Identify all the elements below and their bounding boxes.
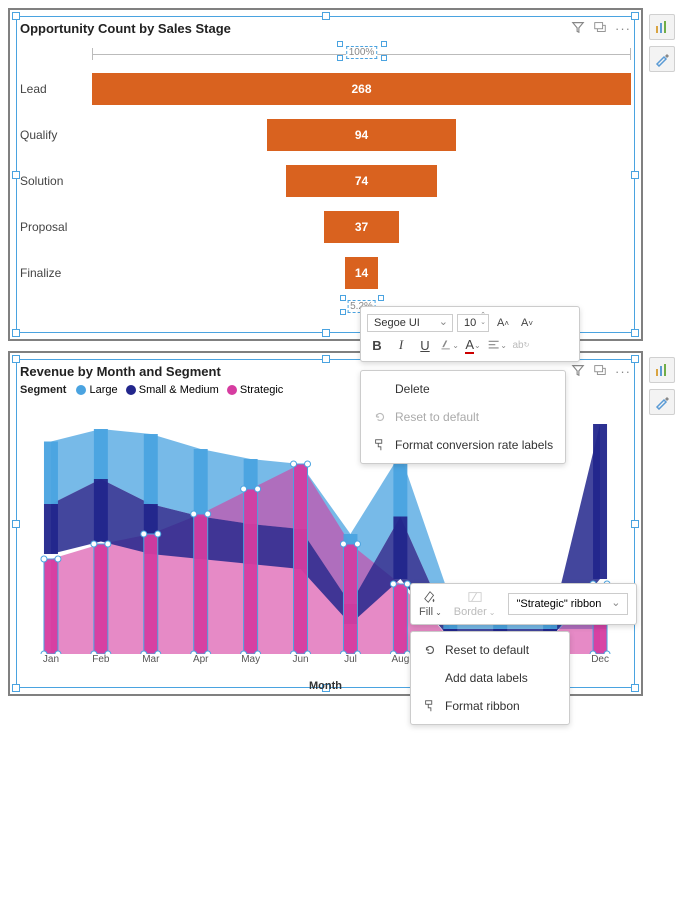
funnel-category: Finalize bbox=[20, 266, 92, 280]
increase-font-button[interactable]: A˄ bbox=[493, 313, 513, 333]
legend-label: Large bbox=[90, 384, 118, 396]
funnel-row[interactable]: Solution 74 bbox=[20, 161, 631, 201]
funnel-chart-area[interactable]: 100% Lead268 Qualify 94 Solution 74 Proposal 3… bbox=[20, 41, 631, 329]
fill-label: Fill bbox=[419, 606, 433, 618]
ctx-format-ribbon[interactable]: Format ribbon bbox=[411, 692, 569, 720]
series-select[interactable]: "Strategic" ribbon bbox=[508, 593, 628, 615]
italic-button[interactable]: I bbox=[391, 335, 411, 355]
more-options-icon[interactable]: ··· bbox=[615, 364, 631, 379]
ctx-reset-ribbon[interactable]: Reset to default bbox=[411, 636, 569, 664]
clear-format-button[interactable]: ab↻ bbox=[511, 335, 531, 355]
filter-icon[interactable] bbox=[571, 20, 585, 37]
funnel-row[interactable]: Qualify 94 bbox=[20, 115, 631, 155]
text-format-toolbar: Segoe UI 10 A˄ A˅ B I U ⌄ A ⌄ ⌄ ab↻ bbox=[360, 306, 580, 362]
filter-icon[interactable] bbox=[571, 363, 585, 380]
highlight-color-button[interactable]: ⌄ bbox=[439, 335, 459, 355]
funnel-context-menu: Delete Reset to default Format conversio… bbox=[360, 370, 566, 464]
funnel-category: Solution bbox=[20, 174, 92, 188]
ribbon-context-menu: Reset to default Add data labels Format … bbox=[410, 631, 570, 725]
align-button[interactable]: ⌄ bbox=[487, 335, 507, 355]
font-family-select[interactable]: Segoe UI bbox=[367, 314, 453, 332]
funnel-category: Qualify bbox=[20, 128, 92, 142]
funnel-bar[interactable]: 74 bbox=[286, 165, 437, 197]
chart-style-button[interactable] bbox=[649, 14, 675, 40]
funnel-category: Proposal bbox=[20, 220, 92, 234]
funnel-title: Opportunity Count by Sales Stage bbox=[20, 21, 231, 36]
focus-mode-icon[interactable] bbox=[593, 363, 607, 380]
legend-item[interactable]: Strategic bbox=[227, 384, 283, 396]
decrease-font-button[interactable]: A˅ bbox=[517, 313, 537, 333]
funnel-row[interactable]: Finalize 14 bbox=[20, 253, 631, 293]
ribbon-format-toolbar: Fill⌄ Border⌄ "Strategic" ribbon bbox=[410, 583, 637, 625]
funnel-row[interactable]: Lead268 bbox=[20, 69, 631, 109]
ctx-format[interactable]: Format conversion rate labels bbox=[361, 431, 565, 459]
legend-item[interactable]: Large bbox=[76, 384, 117, 396]
fill-tool[interactable]: Fill⌄ bbox=[419, 590, 442, 618]
ctx-reset-label: Reset to default bbox=[395, 410, 479, 424]
funnel-bar[interactable]: 94 bbox=[267, 119, 456, 151]
ctx-delete[interactable]: Delete bbox=[361, 375, 565, 403]
funnel-category: Lead bbox=[20, 82, 92, 96]
ctx-add-labels-label: Add data labels bbox=[445, 671, 528, 685]
underline-button[interactable]: U bbox=[415, 335, 435, 355]
bold-button[interactable]: B bbox=[367, 335, 387, 355]
font-color-button[interactable]: A ⌄ bbox=[463, 335, 483, 355]
ctx-delete-label: Delete bbox=[395, 382, 430, 396]
font-size-input[interactable]: 10 bbox=[457, 314, 489, 332]
chart-style-button[interactable] bbox=[649, 357, 675, 383]
ctx-format-label: Format conversion rate labels bbox=[395, 438, 553, 452]
paintbrush-button[interactable] bbox=[649, 46, 675, 72]
legend-title: Segment bbox=[20, 384, 66, 396]
more-options-icon[interactable]: ··· bbox=[615, 21, 631, 36]
top-conversion-label[interactable]: 100% bbox=[346, 46, 378, 59]
legend-item[interactable]: Small & Medium bbox=[126, 384, 219, 396]
ctx-reset: Reset to default bbox=[361, 403, 565, 431]
legend-label: Small & Medium bbox=[139, 384, 219, 396]
funnel-bar[interactable]: 268 bbox=[92, 73, 631, 105]
funnel-row[interactable]: Proposal 37 bbox=[20, 207, 631, 247]
funnel-bar[interactable]: 14 bbox=[345, 257, 377, 289]
ctx-reset-ribbon-label: Reset to default bbox=[445, 643, 529, 657]
legend-label: Strategic bbox=[240, 384, 283, 396]
ribbon-title: Revenue by Month and Segment bbox=[20, 364, 221, 379]
funnel-bar[interactable]: 37 bbox=[324, 211, 399, 243]
border-tool: Border⌄ bbox=[454, 590, 496, 618]
focus-mode-icon[interactable] bbox=[593, 20, 607, 37]
ctx-add-labels[interactable]: Add data labels bbox=[411, 664, 569, 692]
border-label: Border bbox=[454, 606, 487, 618]
paintbrush-button[interactable] bbox=[649, 389, 675, 415]
ctx-format-ribbon-label: Format ribbon bbox=[445, 699, 520, 713]
